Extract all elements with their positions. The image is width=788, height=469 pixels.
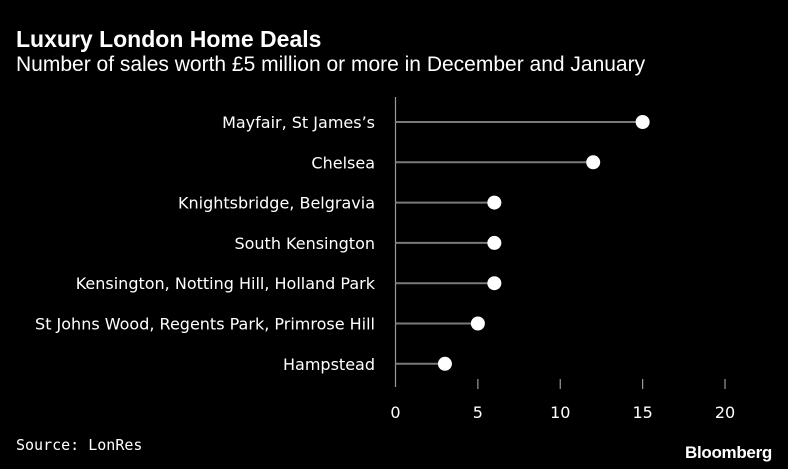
bloomberg-logo: Bloomberg xyxy=(684,443,772,462)
x-tick-label: 20 xyxy=(715,403,735,422)
x-tick-label: 0 xyxy=(390,403,400,422)
chart-rows: Mayfair, St James’s Chelsea Knightsbridge,… xyxy=(35,113,650,374)
category-label: Knightsbridge, Belgravia xyxy=(178,194,375,213)
category-label: St Johns Wood, Regents Park, Primrose Hi… xyxy=(35,315,375,334)
chart-subtitle: Number of sales worth £5 million or more… xyxy=(16,53,646,76)
lollipop-dot xyxy=(470,316,485,331)
lollipop-dot xyxy=(487,195,502,210)
lollipop-dot xyxy=(487,235,502,250)
x-tick-label: 15 xyxy=(632,403,652,422)
lollipop-dot xyxy=(586,155,601,170)
category-label: Chelsea xyxy=(311,153,375,172)
chart-title: Luxury London Home Deals xyxy=(16,26,322,52)
x-tick-label: 10 xyxy=(550,403,570,422)
lollipop-chart: Mayfair, St James’s Chelsea Knightsbridge,… xyxy=(35,97,735,422)
source-note: Source: LonRes xyxy=(16,436,143,454)
category-label: South Kensington xyxy=(234,234,375,253)
category-label: Mayfair, St James’s xyxy=(222,113,375,132)
x-tick-label: 5 xyxy=(473,403,483,422)
lollipop-dot xyxy=(635,115,650,129)
category-label: Hampstead xyxy=(283,355,375,374)
category-label: Kensington, Notting Hill, Holland Park xyxy=(76,274,376,293)
lollipop-dot xyxy=(487,276,502,291)
lollipop-dot xyxy=(437,356,452,371)
x-axis-ticks: 0 5 10 15 20 xyxy=(390,379,735,422)
